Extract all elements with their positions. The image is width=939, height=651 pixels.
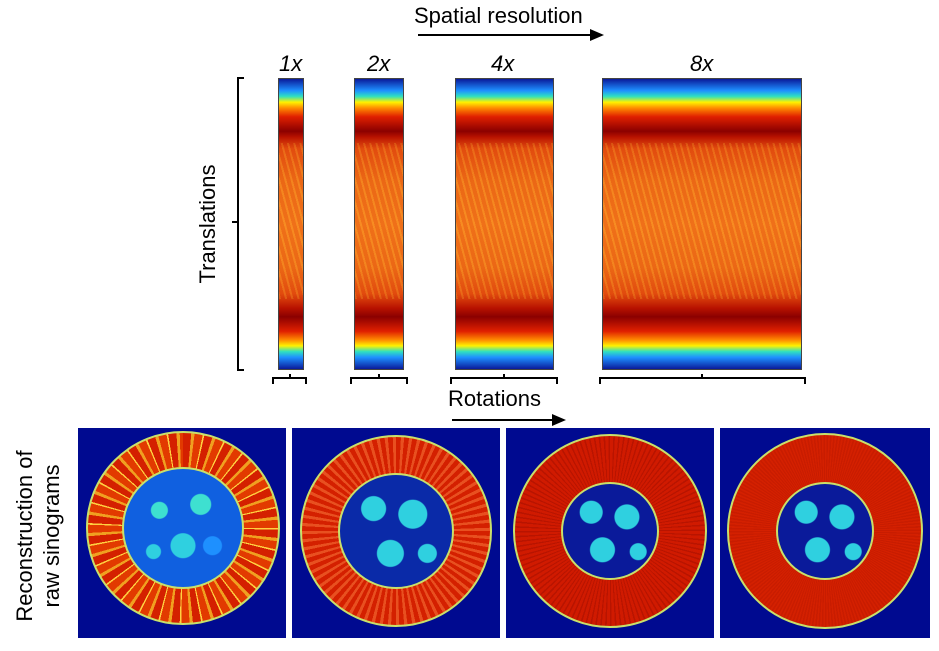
rotations-label: Rotations <box>448 386 541 411</box>
translations-brace <box>232 77 244 371</box>
sinogram-label-4x: 4x <box>491 51 515 76</box>
reconstruction-2x <box>292 428 500 638</box>
reconstruction-1x <box>78 428 286 638</box>
inner-core <box>338 473 454 589</box>
spatial-resolution-label: Spatial resolution <box>414 3 583 28</box>
reconstruction-4x <box>506 428 714 638</box>
sinogram-1x <box>278 78 304 370</box>
sinogram-label-2x: 2x <box>367 51 391 76</box>
reconstruction-8x <box>720 428 930 638</box>
reconstruction-axis-label: Reconstruction of raw sinograms <box>11 450 65 621</box>
rotation-braces <box>272 374 806 384</box>
sinogram-2x <box>354 78 404 370</box>
reconstruction-label-line2: raw sinograms <box>39 464 64 608</box>
inner-core <box>561 482 659 580</box>
sinogram-label-1x: 1x <box>279 51 303 76</box>
sinogram-label-8x: 8x <box>690 51 714 76</box>
reconstruction-label-line1: Reconstruction of <box>12 450 37 622</box>
sinogram-4x <box>455 78 554 370</box>
translations-axis-label: Translations <box>195 164 220 284</box>
sinogram-8x <box>602 78 802 370</box>
rotations-arrow <box>452 414 566 426</box>
inner-core <box>122 467 244 589</box>
spatial-resolution-arrow <box>418 29 604 41</box>
inner-core <box>776 482 874 580</box>
